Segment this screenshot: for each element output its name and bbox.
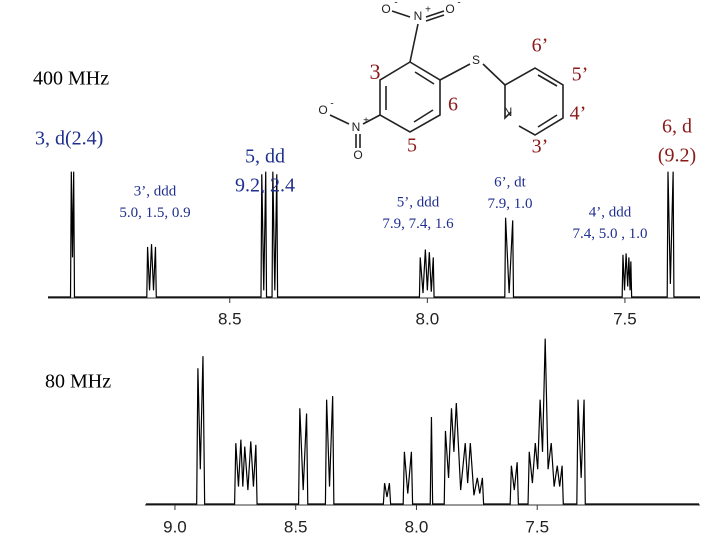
bond (482, 63, 506, 86)
x-tick-label: 9.0 (163, 517, 187, 536)
x-tick-label: 8.0 (416, 309, 440, 328)
position-label: 6 (448, 94, 458, 116)
position-label: 5 (407, 135, 417, 157)
x-tick-label: 7.5 (613, 309, 637, 328)
atom-label: N (352, 120, 361, 134)
double-bond (413, 109, 434, 123)
peak-annotation: (9.2) (658, 145, 696, 167)
x-tick-label: 8.5 (284, 517, 308, 536)
charge-label: + (363, 116, 369, 127)
peak-annotation: 6’, dt (494, 174, 526, 190)
atom-label: S (472, 53, 480, 67)
peak-annotation: 5’, ddd (397, 194, 440, 210)
atom-label: O (381, 2, 390, 16)
bond (329, 114, 350, 125)
spectrum-title: 80 MHz (45, 371, 111, 393)
benzene-ring (379, 61, 441, 133)
atom-label: O (318, 103, 327, 117)
double-bond (414, 71, 435, 85)
atom-label: N (504, 105, 513, 119)
position-label: 6’ (532, 35, 549, 57)
peak-annotation: 5.0, 1.5, 0.9 (119, 205, 190, 221)
position-label: 5’ (572, 64, 589, 86)
peak-annotation: 9.2, 2.4 (235, 175, 295, 197)
bond (425, 10, 445, 18)
peak-annotation: 3, d(2.4) (35, 128, 103, 150)
spectrum-trace (48, 171, 700, 298)
peak-annotation: 5, dd (245, 146, 285, 168)
peak-annotation: 6, d (662, 116, 692, 138)
peak-annotation: 3’, ddd (134, 183, 177, 199)
peak-annotation: 7.9, 1.0 (488, 196, 533, 212)
position-label: 4’ (570, 103, 587, 125)
charge-label: + (425, 5, 431, 16)
peak-annotation: 7.9, 7.4, 1.6 (382, 216, 454, 232)
position-label: 3’ (532, 136, 549, 158)
spectrum-trace (145, 338, 700, 505)
charge-label: - (394, 0, 397, 9)
bond (391, 10, 411, 18)
bond (362, 114, 381, 125)
position-label: 3 (370, 59, 381, 84)
x-tick-label: 8.0 (405, 517, 429, 536)
bond (425, 14, 445, 22)
x-tick-label: 8.5 (218, 309, 242, 328)
spectrum-title: 400 MHz (33, 68, 109, 90)
atom-label: O (353, 148, 362, 162)
bond (439, 63, 471, 81)
charge-label: - (457, 0, 460, 9)
x-tick-label: 7.5 (525, 517, 549, 536)
double-bond (537, 114, 558, 128)
molecule (329, 10, 564, 148)
double-bond (537, 74, 558, 87)
peak-annotation: 7.4, 5.0 , 1.0 (573, 226, 648, 242)
pyridine-ring (504, 67, 564, 136)
peak-annotation: 4’, ddd (589, 204, 632, 220)
charge-label: - (330, 99, 333, 110)
atom-label: N (414, 9, 423, 23)
bond (409, 23, 419, 63)
atom-label: O (445, 2, 454, 16)
